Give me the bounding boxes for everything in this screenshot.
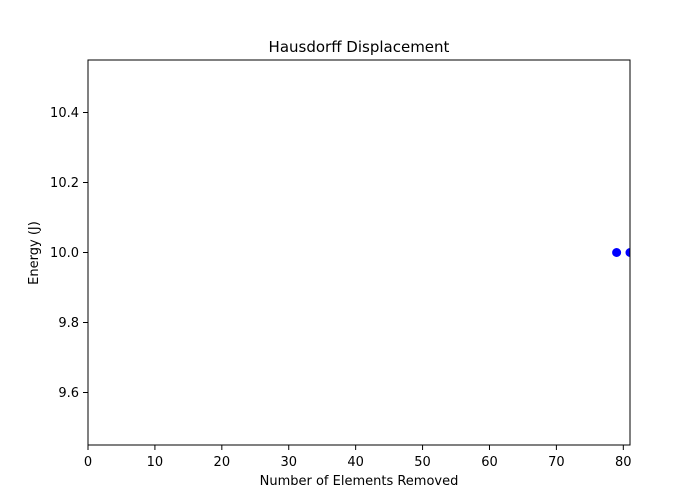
data-point-0-0 <box>612 248 622 257</box>
x-tick-label-1: 10 <box>147 455 164 470</box>
x-tick-label-7: 70 <box>548 455 565 470</box>
y-tick-label-0: 9.6 <box>58 386 79 401</box>
y-tick-label-4: 10.4 <box>50 106 79 121</box>
y-tick-label-2: 10.0 <box>50 246 79 261</box>
x-tick-label-0: 0 <box>84 455 92 470</box>
x-tick-label-3: 30 <box>280 455 297 470</box>
data-point-0-1 <box>625 248 630 257</box>
x-tick-label-6: 60 <box>481 455 498 470</box>
y-tick-label-3: 10.2 <box>50 176 79 191</box>
y-tick-label-1: 9.8 <box>58 316 79 331</box>
x-tick-label-5: 50 <box>414 455 431 470</box>
data-points <box>612 248 630 257</box>
x-tick-label-4: 40 <box>347 455 364 470</box>
x-tick-label-2: 20 <box>214 455 231 470</box>
x-tick-label-8: 80 <box>615 455 632 470</box>
x-axis-title: Number of Elements Removed <box>260 474 459 489</box>
y-axis-title: Energy (J) <box>27 221 42 285</box>
plot-area: 0 10 20 30 40 50 60 70 80 9.6 9.8 10.0 10.2 10.4 <box>50 59 632 470</box>
chart-title: Hausdorff Displacement <box>269 38 450 56</box>
